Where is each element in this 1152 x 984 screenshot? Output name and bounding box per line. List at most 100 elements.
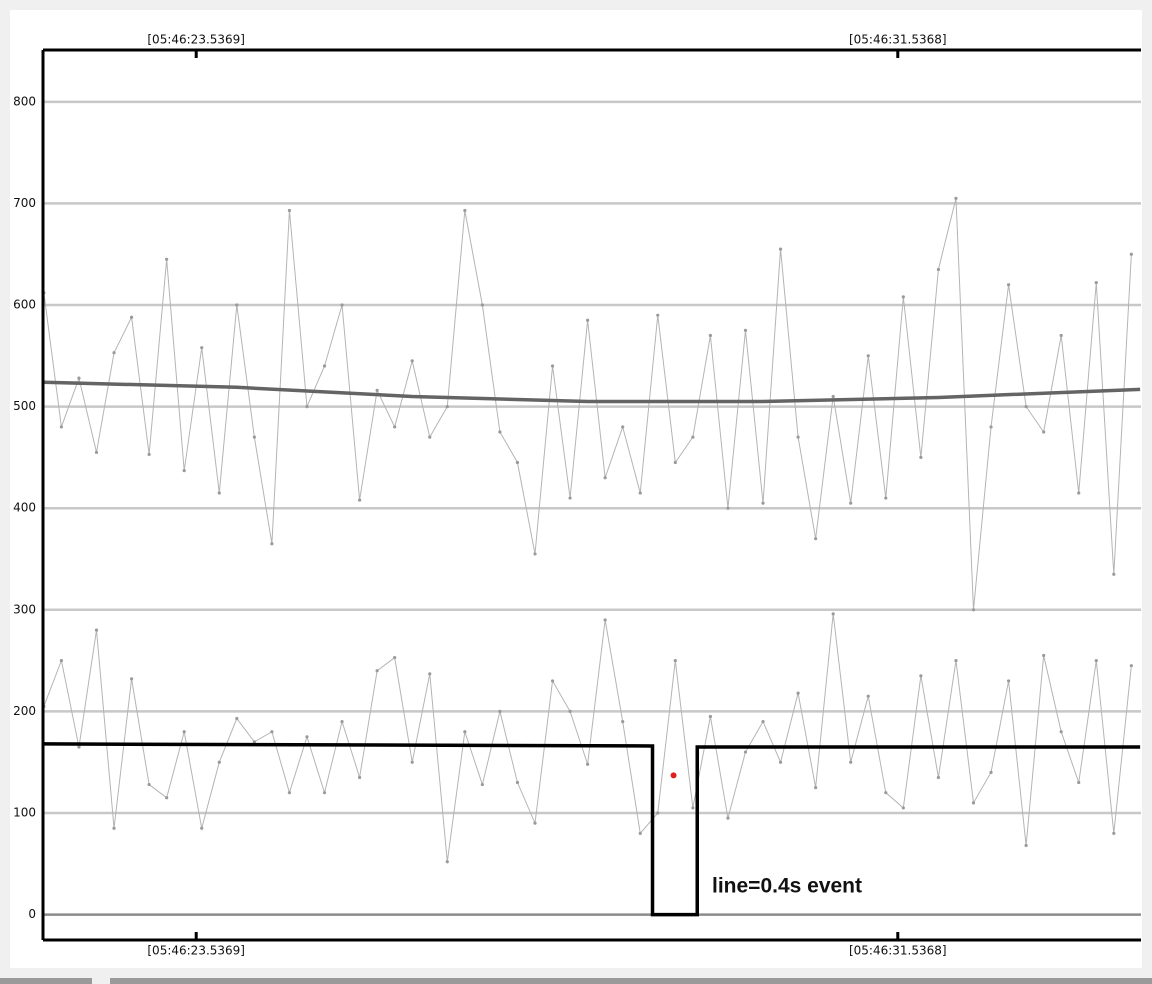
point-marker <box>165 257 169 261</box>
point-marker <box>849 501 853 505</box>
y-tick-label: 800 <box>13 94 36 108</box>
point-marker <box>691 435 695 439</box>
point-marker <box>252 740 256 744</box>
point-marker <box>550 364 555 368</box>
point-marker <box>375 669 379 673</box>
point-marker <box>77 745 81 749</box>
y-tick-label: 300 <box>13 602 36 616</box>
point-marker <box>322 364 327 368</box>
point-marker <box>305 405 309 409</box>
point-marker <box>603 618 607 622</box>
point-marker <box>603 476 607 480</box>
y-tick-label: 0 <box>28 907 36 921</box>
x-tick-label: [05:46:31.5368] <box>849 944 947 958</box>
point-marker <box>1006 283 1011 287</box>
scrollbar <box>110 978 1152 984</box>
point-marker <box>270 542 274 546</box>
point-marker <box>796 435 800 439</box>
point-marker <box>1129 252 1133 256</box>
point-marker <box>726 816 730 820</box>
point-marker <box>638 831 642 835</box>
point-marker <box>77 376 81 380</box>
point-marker <box>814 537 818 541</box>
point-marker <box>901 806 905 810</box>
point-marker <box>287 208 292 213</box>
point-marker <box>866 354 870 358</box>
point-marker <box>726 506 730 510</box>
highlight-point <box>670 772 677 779</box>
point-marker <box>235 303 239 307</box>
point-marker <box>568 496 572 500</box>
point-marker <box>743 750 748 754</box>
x-tick-label: [05:46:31.5368] <box>849 33 947 47</box>
x-tick-label: [05:46:23.5369] <box>147 944 245 958</box>
y-tick-label: 200 <box>13 704 36 718</box>
point-marker <box>831 394 835 399</box>
point-marker <box>357 498 362 502</box>
point-marker <box>515 460 520 465</box>
point-marker <box>919 674 923 678</box>
point-marker <box>919 455 923 460</box>
point-marker <box>182 469 186 473</box>
point-marker <box>182 730 186 734</box>
point-marker <box>1042 653 1046 658</box>
point-marker <box>708 333 712 338</box>
point-marker <box>936 267 941 272</box>
point-marker <box>761 719 765 724</box>
point-marker <box>1042 430 1046 434</box>
point-marker <box>428 672 432 676</box>
point-marker <box>357 775 362 780</box>
point-marker <box>884 496 888 500</box>
point-marker <box>971 801 976 805</box>
point-marker <box>1129 664 1133 668</box>
x-tick-label: [05:46:23.5369] <box>147 33 245 47</box>
point-marker <box>340 303 344 307</box>
point-marker <box>1094 659 1098 663</box>
point-marker <box>235 716 239 721</box>
point-marker <box>252 435 256 439</box>
point-marker <box>568 709 572 714</box>
point-marker <box>200 346 204 350</box>
point-marker <box>621 719 625 724</box>
point-marker <box>287 791 292 795</box>
point-marker <box>533 821 537 825</box>
point-marker <box>989 425 993 429</box>
point-marker <box>656 811 660 815</box>
point-marker <box>59 659 64 663</box>
point-marker <box>673 659 677 663</box>
point-marker <box>112 826 116 830</box>
point-marker <box>428 435 432 439</box>
point-marker <box>480 303 484 307</box>
point-marker <box>59 425 64 429</box>
point-marker <box>761 501 765 505</box>
point-marker <box>586 762 590 766</box>
point-marker <box>621 425 625 429</box>
point-marker <box>1094 281 1098 285</box>
point-marker <box>954 196 958 200</box>
point-marker <box>498 709 502 714</box>
point-marker <box>165 796 169 800</box>
point-marker <box>1059 333 1063 338</box>
point-marker <box>410 760 414 764</box>
point-marker <box>971 608 976 612</box>
point-marker <box>147 452 151 456</box>
point-marker <box>673 460 677 465</box>
point-marker <box>200 826 204 830</box>
point-marker <box>708 714 712 719</box>
point-marker <box>270 730 274 734</box>
point-marker <box>814 786 818 790</box>
point-marker <box>322 791 327 795</box>
point-marker <box>393 655 397 660</box>
point-marker <box>1006 679 1011 683</box>
point-marker <box>778 247 783 251</box>
point-marker <box>743 328 748 333</box>
point-marker <box>866 694 870 698</box>
point-marker <box>901 295 905 299</box>
point-marker <box>463 730 467 734</box>
point-marker <box>1077 780 1081 785</box>
point-marker <box>656 313 660 317</box>
point-marker <box>691 806 695 810</box>
point-marker <box>463 208 467 213</box>
point-marker <box>796 691 800 695</box>
